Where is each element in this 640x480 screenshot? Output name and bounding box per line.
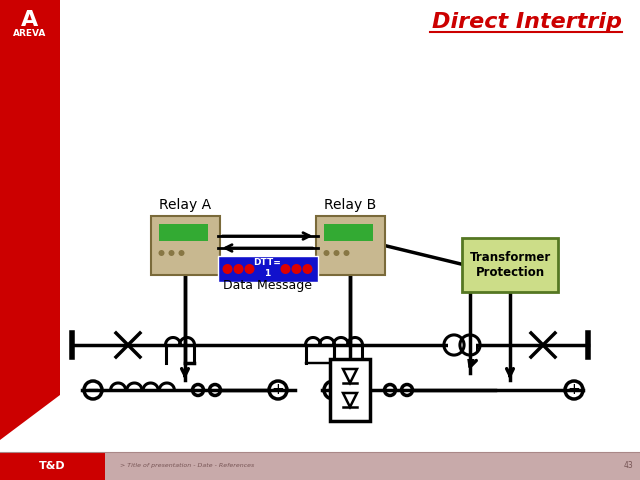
FancyBboxPatch shape	[330, 359, 370, 421]
Circle shape	[159, 250, 164, 256]
Polygon shape	[0, 0, 60, 440]
FancyBboxPatch shape	[150, 216, 220, 275]
Text: A: A	[21, 10, 38, 30]
FancyBboxPatch shape	[448, 331, 476, 359]
Circle shape	[280, 264, 291, 274]
FancyBboxPatch shape	[0, 452, 640, 480]
Circle shape	[291, 264, 301, 274]
Text: AREVA: AREVA	[13, 29, 47, 38]
Text: Transformer
Protection: Transformer Protection	[469, 251, 550, 279]
Text: −: −	[326, 382, 339, 397]
FancyBboxPatch shape	[323, 224, 372, 241]
Text: Relay A: Relay A	[159, 197, 211, 212]
FancyBboxPatch shape	[0, 452, 105, 480]
Circle shape	[244, 264, 255, 274]
Text: Direct Intertrip: Direct Intertrip	[432, 12, 622, 32]
Circle shape	[223, 264, 232, 274]
FancyBboxPatch shape	[218, 256, 317, 282]
Circle shape	[168, 250, 175, 256]
Circle shape	[333, 250, 339, 256]
Circle shape	[179, 250, 184, 256]
Circle shape	[234, 264, 243, 274]
FancyBboxPatch shape	[316, 216, 385, 275]
Text: −: −	[86, 382, 99, 397]
Circle shape	[344, 250, 349, 256]
Text: +: +	[271, 382, 284, 397]
Text: > Title of presentation - Date - References: > Title of presentation - Date - Referen…	[120, 464, 254, 468]
FancyBboxPatch shape	[462, 238, 558, 292]
FancyBboxPatch shape	[159, 224, 207, 241]
Circle shape	[323, 250, 330, 256]
Text: T&D: T&D	[38, 461, 65, 471]
Text: 43: 43	[623, 461, 633, 470]
Text: +: +	[568, 382, 580, 397]
Text: Data Message: Data Message	[223, 278, 312, 291]
Text: DTT=
1: DTT= 1	[253, 258, 282, 278]
Text: Relay B: Relay B	[324, 197, 376, 212]
Circle shape	[303, 264, 312, 274]
